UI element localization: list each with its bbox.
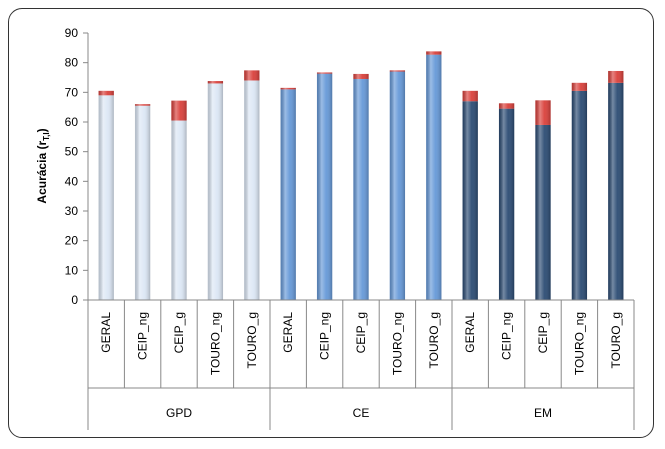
bar-top-shade <box>389 70 406 72</box>
y-axis: 0 10 20 30 40 50 60 70 80 90 <box>65 26 89 307</box>
bar-top-shade <box>608 70 624 83</box>
bar-base-shade <box>389 71 406 300</box>
x-category-label: TOURO_ng <box>390 312 404 375</box>
bar-top-shade <box>462 90 478 102</box>
bar-base-shade <box>426 54 442 301</box>
x-category-label: TOURO_ng <box>208 312 222 375</box>
x-category-label: GERAL <box>463 312 477 353</box>
x-category-label: CEIP_g <box>536 312 550 353</box>
bar-base-shade <box>535 124 551 300</box>
x-category-label: CEIP_g <box>172 312 186 353</box>
bar-base-shade <box>353 78 369 300</box>
y-tick-label: 70 <box>65 85 79 99</box>
y-tick-label: 20 <box>65 234 79 248</box>
x-category-label: CEIP_ng <box>136 312 150 360</box>
bar-base-shade <box>171 120 187 301</box>
y-axis-label-sub: T,I <box>42 132 51 140</box>
bar-top-shade <box>426 51 442 55</box>
x-group-label: GPD <box>166 406 192 420</box>
bar-top-shade <box>244 70 260 81</box>
bar-base-shade <box>98 95 114 300</box>
bar-top-shade <box>498 103 515 109</box>
bar-base-shade <box>280 89 296 300</box>
bar-top-shade <box>316 72 333 74</box>
bar-base-shade <box>244 80 260 300</box>
y-tick-label: 90 <box>65 26 79 40</box>
x-category-label: CEIP_ng <box>318 312 332 360</box>
bar-top-shade <box>280 87 296 90</box>
bar-top-shade <box>98 90 114 96</box>
y-tick-label: 30 <box>65 204 79 218</box>
y-tick-label: 10 <box>65 263 79 277</box>
y-axis-label: Acurácia (rT,I) <box>35 128 51 203</box>
x-category-label: CEIP_g <box>354 312 368 353</box>
x-category-label: GERAL <box>99 312 113 353</box>
bar-base-shade <box>571 90 588 300</box>
x-category-label: CEIP_ng <box>500 312 514 360</box>
bar-base-shade <box>498 108 515 301</box>
bar-base-shade <box>207 83 224 300</box>
y-tick-label: 60 <box>65 115 79 129</box>
x-category-label: GERAL <box>281 312 295 353</box>
y-tick-label: 80 <box>65 56 79 70</box>
x-category-label: TOURO_g <box>427 312 441 368</box>
bar-top-shade <box>535 100 551 125</box>
bar-base-shade <box>134 105 151 300</box>
x-category-label: TOURO_ng <box>572 312 586 375</box>
bar-top-shade <box>171 100 187 121</box>
bar-top-shade <box>207 81 224 84</box>
bar-top-shade <box>353 73 369 79</box>
bar-base-shade <box>608 82 624 300</box>
x-group-label: CE <box>353 406 370 420</box>
x-axis: GERAL CEIP_ng CEIP_g TOURO_ng TOURO_g GPD GERA… <box>87 299 635 430</box>
y-tick-label: 40 <box>65 174 79 188</box>
bar-base-shade <box>316 73 333 300</box>
bar-top-shade <box>134 104 151 106</box>
x-category-label: TOURO_g <box>245 312 259 368</box>
x-category-label: TOURO_g <box>609 312 623 368</box>
y-axis-label-main: Acurácia (r <box>35 141 49 204</box>
y-tick-label: 50 <box>65 145 79 159</box>
bar-top-shade <box>571 82 588 91</box>
y-tick-label: 0 <box>71 293 78 307</box>
y-axis-label-close: ) <box>35 128 49 132</box>
bar-base-shade <box>462 101 478 300</box>
x-group-label: EM <box>534 406 552 420</box>
bars <box>98 51 624 301</box>
